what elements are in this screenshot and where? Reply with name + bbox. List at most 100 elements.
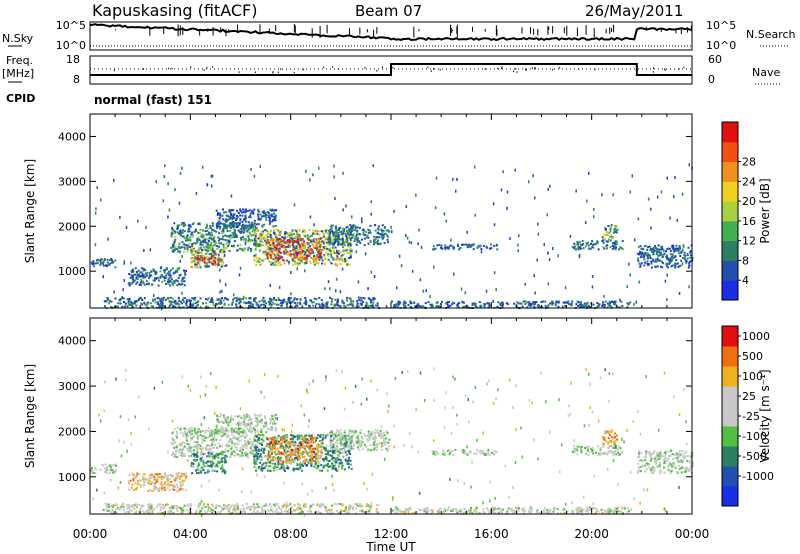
data-cell bbox=[268, 241, 271, 244]
data-cell bbox=[202, 459, 205, 462]
data-cell bbox=[327, 253, 330, 256]
data-cell bbox=[291, 237, 294, 240]
data-cell bbox=[198, 263, 201, 266]
data-cell bbox=[199, 431, 202, 433]
data-cell bbox=[148, 480, 151, 483]
data-cell bbox=[142, 282, 145, 285]
data-cell bbox=[333, 234, 336, 237]
data-cell bbox=[573, 247, 576, 250]
data-cell bbox=[267, 428, 270, 431]
data-cell bbox=[217, 456, 220, 459]
data-cell bbox=[293, 251, 296, 254]
data-cell bbox=[262, 303, 265, 306]
data-cell bbox=[242, 225, 245, 228]
data-cell bbox=[292, 249, 295, 251]
colorbar-tick-label: 24 bbox=[742, 175, 756, 188]
data-cell bbox=[262, 244, 265, 246]
data-cell bbox=[611, 300, 614, 303]
data-cell bbox=[221, 470, 224, 473]
data-cell bbox=[365, 301, 368, 304]
data-cell bbox=[152, 279, 155, 282]
data-cell bbox=[191, 260, 194, 263]
data-cell bbox=[285, 240, 288, 243]
noise-cell bbox=[149, 248, 152, 252]
data-cell bbox=[231, 430, 234, 433]
nave-point bbox=[594, 68, 596, 71]
data-cell bbox=[258, 261, 261, 263]
data-cell bbox=[222, 299, 225, 302]
data-cell bbox=[140, 271, 143, 274]
data-cell bbox=[348, 451, 351, 454]
data-cell bbox=[335, 253, 338, 256]
data-cell bbox=[626, 302, 629, 305]
data-cell bbox=[235, 299, 238, 302]
data-cell bbox=[291, 441, 294, 443]
noise-cell bbox=[164, 164, 166, 168]
data-cell bbox=[350, 440, 353, 443]
data-cell bbox=[276, 228, 279, 231]
data-cell bbox=[325, 457, 328, 460]
data-cell bbox=[316, 249, 319, 252]
noise-cell bbox=[168, 208, 171, 212]
data-cell bbox=[221, 297, 223, 300]
data-cell bbox=[260, 465, 263, 468]
data-cell bbox=[210, 253, 213, 256]
data-cell bbox=[306, 254, 308, 257]
data-cell bbox=[194, 242, 197, 245]
data-cell bbox=[299, 250, 302, 253]
data-cell bbox=[215, 438, 218, 441]
data-cell bbox=[190, 465, 193, 468]
data-cell bbox=[684, 256, 686, 259]
data-cell bbox=[170, 246, 173, 249]
noise-cell bbox=[681, 192, 684, 196]
data-cell bbox=[190, 251, 193, 254]
data-cell bbox=[181, 479, 184, 482]
data-cell bbox=[186, 431, 189, 434]
data-cell bbox=[256, 414, 259, 417]
data-cell bbox=[208, 265, 210, 268]
data-cell bbox=[178, 283, 181, 286]
data-cell bbox=[152, 299, 155, 302]
data-cell bbox=[607, 225, 610, 227]
data-cell bbox=[201, 455, 204, 458]
data-cell bbox=[284, 434, 287, 437]
data-cell bbox=[329, 439, 332, 442]
data-cell bbox=[264, 422, 267, 425]
data-cell bbox=[610, 234, 613, 237]
data-cell bbox=[280, 243, 283, 246]
data-cell bbox=[281, 240, 284, 243]
data-cell bbox=[350, 467, 353, 470]
data-cell bbox=[228, 218, 231, 221]
data-cell bbox=[241, 225, 243, 228]
data-cell bbox=[381, 230, 384, 233]
data-cell bbox=[236, 215, 238, 217]
data-cell bbox=[135, 273, 138, 276]
data-cell bbox=[446, 301, 449, 304]
data-cell bbox=[528, 301, 531, 304]
data-cell bbox=[320, 303, 323, 306]
data-cell bbox=[224, 219, 227, 222]
data-cell bbox=[278, 245, 281, 248]
data-cell bbox=[133, 302, 136, 305]
data-cell bbox=[100, 258, 103, 261]
data-cell bbox=[183, 430, 186, 433]
nave-point bbox=[678, 68, 680, 70]
data-cell bbox=[337, 237, 340, 240]
data-cell bbox=[246, 301, 249, 304]
data-cell bbox=[222, 262, 225, 265]
data-cell bbox=[230, 444, 233, 447]
data-cell bbox=[332, 250, 335, 253]
data-cell bbox=[147, 283, 150, 286]
data-cell bbox=[224, 458, 227, 461]
data-cell bbox=[499, 302, 502, 305]
data-cell bbox=[231, 245, 233, 247]
data-cell bbox=[669, 249, 672, 252]
data-cell bbox=[221, 222, 224, 225]
nave-point bbox=[534, 66, 536, 69]
data-cell bbox=[570, 302, 573, 305]
data-cell bbox=[671, 245, 674, 248]
data-cell bbox=[576, 300, 579, 303]
data-cell bbox=[248, 209, 251, 212]
data-cell bbox=[349, 463, 352, 466]
data-cell bbox=[181, 229, 184, 232]
